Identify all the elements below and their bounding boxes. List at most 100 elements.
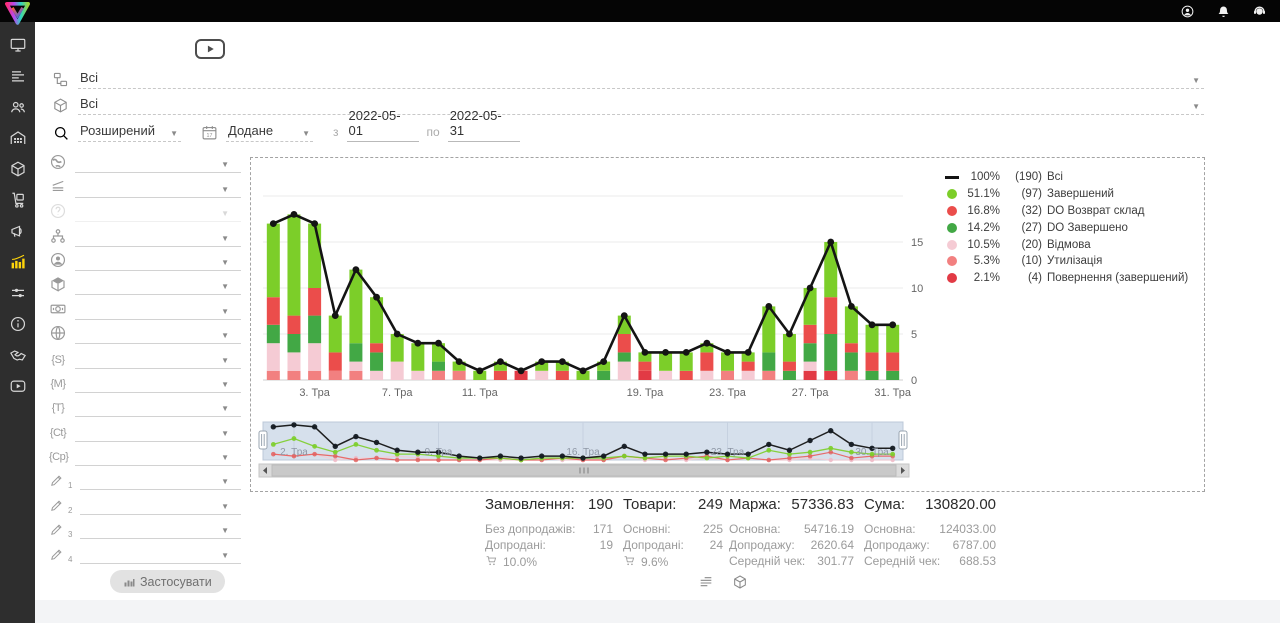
package-icon [9, 160, 27, 178]
apply-button[interactable]: Застосувати [110, 570, 225, 593]
filter-select-t-field[interactable]: ▼ [75, 397, 241, 418]
search-mode-select[interactable]: Розширений ▼ [78, 123, 181, 142]
filter-select-s-field[interactable]: ▼ [75, 349, 241, 369]
filter-select-question-field[interactable]: ▼ [75, 202, 241, 223]
legend-label: Всі [1047, 171, 1063, 184]
filter-select-pricelist[interactable]: ▼ [49, 173, 241, 198]
filter-select-cube[interactable]: ▼ [49, 271, 241, 296]
chevron-down-icon: ▼ [221, 331, 229, 341]
pencil-number: 3 [68, 530, 73, 540]
sidebar-item-megaphone[interactable] [9, 222, 27, 240]
brand-logo[interactable] [4, 1, 31, 25]
bottom-strip [35, 600, 1280, 623]
legend-item[interactable]: 51.1% (97) Завершений [943, 186, 1201, 203]
filter-select-custom-4-field[interactable]: ▼ [80, 544, 241, 564]
hierarchy-icon [52, 71, 69, 88]
filter-select-cp[interactable]: {Cp} ▼ [49, 442, 241, 467]
sidebar-item-orders[interactable] [9, 67, 27, 85]
filter-select-cp-field[interactable]: ▼ [75, 446, 241, 467]
filter-select-custom-4[interactable]: 4 ▼ [49, 539, 241, 564]
legend-item[interactable]: 14.2% (27) DO Завершено [943, 219, 1201, 236]
sidebar-item-sliders[interactable] [9, 284, 27, 302]
filter-select-person[interactable]: ▼ [49, 247, 241, 271]
legend-label: Відмова [1047, 238, 1091, 251]
stat-sublabel: Допродані: [485, 538, 546, 552]
category-select[interactable]: Всі ▼ [78, 70, 1204, 89]
filter-select-custom-3-field[interactable]: ▼ [80, 519, 241, 540]
filter-select-ct-field[interactable]: ▼ [75, 422, 241, 442]
display-toggles [698, 574, 748, 590]
apply-button-label: Застосувати [140, 574, 212, 589]
support-icon[interactable] [1252, 4, 1267, 19]
chevron-down-icon: ▼ [221, 282, 229, 292]
video-tutorial-button[interactable] [195, 39, 225, 59]
legend-item[interactable]: 5.3% (10) Утилізація [943, 253, 1201, 270]
user-icon[interactable] [1180, 4, 1195, 19]
megaphone-icon [9, 222, 27, 240]
filter-select-globe-field[interactable]: ▼ [75, 324, 241, 345]
orders-icon [9, 67, 27, 85]
package-toggle-icon[interactable] [732, 574, 748, 590]
filter-select-custom-2-field[interactable]: ▼ [80, 495, 241, 515]
svg-text:10: 10 [911, 283, 923, 295]
stat-column: Товари: 249 Основні: 225 Допродані: 24 9.6% [623, 496, 723, 570]
stat-subvalue: 171 [592, 522, 613, 536]
legend-item[interactable]: 16.8% (32) DO Возврат склад [943, 203, 1201, 220]
date-from-label: з [333, 125, 339, 139]
stat-sublabel: Середній чек: [864, 554, 941, 568]
play-icon [205, 44, 215, 54]
series-dot-marker [946, 273, 957, 284]
filter-select-cube-field[interactable]: ▼ [75, 275, 241, 296]
pencil-icon [49, 498, 64, 513]
filter-select-earth[interactable]: ▼ [49, 149, 241, 174]
date-to-input[interactable]: 2022-05-31 [447, 108, 520, 142]
legend-label: Утилізація [1047, 255, 1103, 268]
legend-percent: 10.5% [967, 238, 1000, 251]
filter-select-m-field[interactable]: ▼ [75, 373, 241, 393]
filter-select-m[interactable]: {M} ▼ [49, 369, 241, 393]
sidebar-item-video[interactable] [9, 377, 27, 395]
filter-select-custom-3[interactable]: 3 ▼ [49, 515, 241, 540]
sidebar-item-package[interactable] [9, 160, 27, 178]
filter-select-question[interactable]: ▼ [49, 198, 241, 223]
sidebar-item-trolley[interactable] [9, 191, 27, 209]
filter-select-custom-1[interactable]: 1 ▼ [49, 466, 241, 491]
sidebar-item-handshake[interactable] [9, 346, 27, 364]
bell-icon[interactable] [1216, 4, 1231, 19]
filter-select-banknote-field[interactable]: ▼ [75, 300, 241, 320]
filter-select-sitemap-field[interactable]: ▼ [75, 227, 241, 247]
sidebar-item-monitor[interactable] [9, 36, 27, 54]
person-icon [49, 251, 67, 269]
filter-select-earth-field[interactable]: ▼ [75, 153, 241, 174]
sidebar-item-warehouse[interactable] [9, 129, 27, 147]
pricelist-icon [49, 178, 67, 196]
filter-select-s[interactable]: {S} ▼ [49, 344, 241, 369]
filter-select-globe[interactable]: ▼ [49, 320, 241, 345]
legend-count: (20) [1021, 238, 1042, 251]
filter-select-custom-2[interactable]: 2 ▼ [49, 490, 241, 515]
filter-select-custom-1-field[interactable]: ▼ [80, 470, 241, 491]
filter-select-person-field[interactable]: ▼ [75, 251, 241, 271]
sidebar-item-info[interactable] [9, 315, 27, 333]
legend-item[interactable]: 100% (190) Всі [943, 169, 1201, 186]
date-from-input[interactable]: 2022-05-01 [346, 108, 419, 142]
pencil-number: 1 [68, 481, 73, 491]
list-toggle-icon[interactable] [698, 574, 714, 590]
filter-select-sitemap[interactable]: ▼ [49, 222, 241, 247]
product-select[interactable]: Всі ▼ [78, 96, 1204, 115]
search-filter-row: Розширений ▼ 17 Додане ▼ з 2022-05-01 по… [52, 108, 520, 142]
chevron-down-icon: ▼ [221, 233, 229, 243]
legend-item[interactable]: 10.5% (20) Відмова [943, 236, 1201, 253]
sidebar-item-analytics[interactable] [9, 253, 27, 271]
filter-select-ct[interactable]: {Ct} ▼ [49, 417, 241, 442]
date-field-select[interactable]: Додане ▼ [226, 123, 313, 142]
top-bar [0, 0, 1280, 25]
orders-chart[interactable]: 0 5 10 15 3. Тра 7. Тра 11. Тра 19. Тра 23. Тра 2… [251, 160, 941, 482]
filter-select-banknote[interactable]: ▼ [49, 295, 241, 320]
svg-text:15: 15 [911, 237, 923, 249]
filter-select-t[interactable]: {T} ▼ [49, 393, 241, 418]
sidebar-item-users[interactable] [9, 98, 27, 116]
legend-item[interactable]: 2.1% (4) Повернення (завершений) [943, 270, 1201, 287]
filter-select-pricelist-field[interactable]: ▼ [75, 178, 241, 198]
legend-percent: 14.2% [967, 221, 1000, 234]
